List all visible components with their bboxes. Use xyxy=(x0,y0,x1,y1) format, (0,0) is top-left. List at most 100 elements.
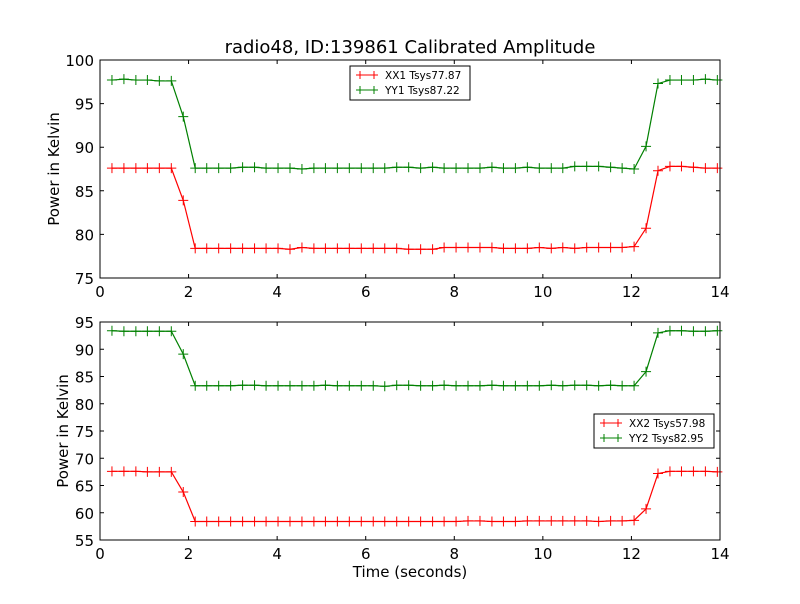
bottom-data-point xyxy=(593,516,604,527)
bottom-data-point xyxy=(261,380,272,391)
top-data-point xyxy=(522,243,533,254)
top-data-point xyxy=(284,244,295,255)
top-y-tick-label: 85 xyxy=(75,183,94,201)
bottom-data-point xyxy=(213,380,224,391)
top-data-point xyxy=(486,162,497,173)
top-data-point xyxy=(166,75,177,86)
bottom-y-axis-label: Power in Kelvin xyxy=(54,374,72,488)
bottom-data-point xyxy=(427,380,438,391)
bottom-data-point xyxy=(154,466,165,477)
bottom-data-point xyxy=(712,466,723,477)
top-data-point xyxy=(510,243,521,254)
bottom-data-point xyxy=(106,325,117,336)
bottom-data-point xyxy=(653,327,663,338)
bottom-data-point xyxy=(557,515,568,526)
bottom-data-point xyxy=(356,380,367,391)
top-data-point xyxy=(403,244,414,255)
bottom-legend-label: YY2 Tsys82.95 xyxy=(628,433,704,445)
top-data-point xyxy=(629,164,640,174)
top-data-point xyxy=(463,163,474,174)
bottom-y-tick-label: 60 xyxy=(75,505,94,523)
bottom-data-point xyxy=(688,326,699,337)
top-data-point xyxy=(712,163,723,174)
top-data-point xyxy=(356,243,367,254)
bottom-data-point xyxy=(118,466,129,477)
bottom-data-point xyxy=(510,516,521,527)
bottom-data-point xyxy=(629,515,640,526)
bottom-y-tick-label: 55 xyxy=(75,532,94,550)
bottom-data-point xyxy=(474,380,485,391)
top-x-tick-label: 10 xyxy=(533,283,552,301)
top-data-point xyxy=(308,163,319,174)
bottom-data-point xyxy=(403,516,414,527)
bottom-data-point xyxy=(498,516,509,527)
bottom-data-point xyxy=(308,516,319,527)
top-data-point xyxy=(427,162,438,173)
bottom-data-point xyxy=(320,380,331,391)
top-data-point xyxy=(391,243,402,254)
bottom-y-tick-label: 70 xyxy=(75,450,94,468)
bottom-data-point xyxy=(427,516,438,527)
chart-title: radio48, ID:139861 Calibrated Amplitude xyxy=(225,37,596,58)
bottom-data-point xyxy=(225,516,236,527)
top-y-tick-label: 100 xyxy=(65,52,94,70)
top-data-point xyxy=(557,242,568,253)
bottom-data-point xyxy=(522,380,533,391)
top-legend-box xyxy=(349,65,471,101)
bottom-data-point xyxy=(569,515,580,526)
top-data-point xyxy=(225,163,236,174)
top-data-point xyxy=(427,244,438,255)
top-data-point xyxy=(463,242,474,253)
x-axis-label: Time (seconds) xyxy=(352,563,468,581)
bottom-data-point xyxy=(225,380,236,391)
top-data-point xyxy=(451,163,462,174)
top-data-point xyxy=(439,242,450,253)
top-data-point xyxy=(201,243,212,254)
top-data-point xyxy=(249,243,260,254)
top-data-point xyxy=(676,161,687,172)
top-data-point xyxy=(154,75,165,86)
bottom-data-point xyxy=(237,516,248,527)
bottom-data-point xyxy=(249,380,260,391)
top-data-point xyxy=(284,163,295,174)
bottom-x-tick-label: 4 xyxy=(272,545,282,563)
bottom-series-line-xx xyxy=(111,470,718,523)
bottom-data-point xyxy=(308,380,319,391)
top-data-point xyxy=(190,163,201,174)
top-data-point xyxy=(308,243,319,254)
top-data-point xyxy=(546,163,557,174)
top-data-point xyxy=(593,242,604,253)
top-data-point xyxy=(296,242,307,253)
bottom-data-point xyxy=(296,380,307,391)
bottom-data-point xyxy=(237,380,248,391)
bottom-data-point xyxy=(688,466,699,477)
top-data-point xyxy=(225,243,236,254)
bottom-x-tick-label: 6 xyxy=(361,545,371,563)
bottom-data-point xyxy=(593,380,604,391)
bottom-data-point xyxy=(463,515,474,526)
top-data-point xyxy=(617,163,628,174)
bottom-data-point xyxy=(617,515,628,526)
top-legend-label: YY1 Tsys87.22 xyxy=(384,85,460,97)
bottom-x-tick-label: 14 xyxy=(710,545,729,563)
top-data-point xyxy=(368,243,379,254)
bottom-data-point xyxy=(391,516,402,527)
top-data-point xyxy=(344,163,355,174)
top-data-point xyxy=(356,163,367,174)
bottom-y-tick-label: 75 xyxy=(75,423,94,441)
bottom-data-point xyxy=(486,516,497,527)
bottom-data-point xyxy=(629,380,640,391)
bottom-x-tick-label: 10 xyxy=(533,545,552,563)
top-data-point xyxy=(581,161,592,172)
bottom-data-point xyxy=(154,326,165,337)
bottom-data-point xyxy=(130,326,141,337)
top-data-point xyxy=(486,242,497,253)
bottom-data-point xyxy=(368,516,379,527)
top-data-point xyxy=(415,244,426,255)
top-data-point xyxy=(213,163,224,174)
bottom-data-point xyxy=(403,380,414,391)
bottom-data-point xyxy=(284,516,295,527)
top-data-point xyxy=(653,165,663,176)
bottom-data-point xyxy=(439,516,450,527)
